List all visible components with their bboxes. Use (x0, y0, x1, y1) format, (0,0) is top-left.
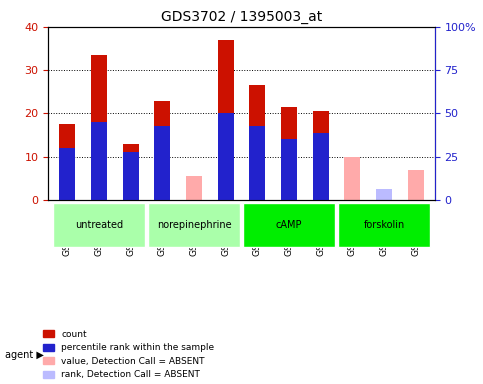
Bar (155, 126, 170, 200)
FancyBboxPatch shape (53, 203, 145, 247)
Bar (313, 133, 328, 200)
Text: cAMP: cAMP (276, 220, 302, 230)
FancyBboxPatch shape (338, 203, 430, 247)
FancyBboxPatch shape (243, 203, 335, 247)
Text: norepinephrine: norepinephrine (156, 220, 231, 230)
Bar (59, 148, 75, 200)
Bar (376, 194, 392, 200)
Bar (218, 40, 234, 200)
Bar (376, 189, 392, 200)
FancyBboxPatch shape (148, 203, 240, 247)
Bar (249, 126, 265, 200)
Bar (281, 139, 297, 200)
Text: untreated: untreated (75, 220, 123, 230)
Bar (344, 157, 360, 200)
Bar (281, 107, 297, 200)
Bar (155, 101, 170, 200)
Legend: count, percentile rank within the sample, value, Detection Call = ABSENT, rank, : count, percentile rank within the sample… (43, 330, 214, 379)
Bar (408, 170, 424, 200)
Bar (218, 114, 234, 200)
Bar (59, 124, 75, 200)
Bar (186, 176, 202, 200)
Text: agent ▶: agent ▶ (5, 350, 43, 360)
Bar (249, 85, 265, 200)
Bar (313, 111, 328, 200)
Bar (91, 55, 107, 200)
Text: forskolin: forskolin (363, 220, 405, 230)
Title: GDS3702 / 1395003_at: GDS3702 / 1395003_at (161, 10, 322, 25)
Bar (123, 144, 139, 200)
Bar (123, 152, 139, 200)
Bar (91, 122, 107, 200)
